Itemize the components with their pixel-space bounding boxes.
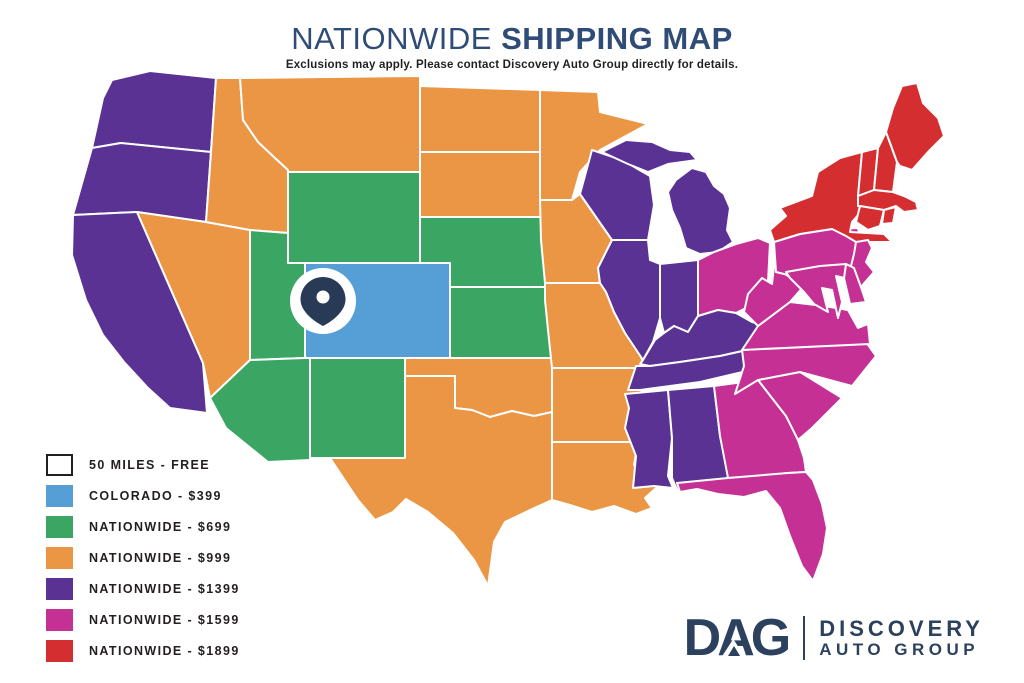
state-md	[785, 263, 847, 319]
dag-logo-text: DAG	[683, 609, 792, 667]
legend-swatch	[46, 639, 73, 662]
state-mi_up	[601, 139, 698, 173]
logo-wordmark: DISCOVERY AUTO GROUP	[819, 617, 984, 659]
mountain-peak-icon	[728, 646, 741, 656]
legend-label: NATIONWIDE - $999	[89, 550, 232, 565]
logo-name-line1: DISCOVERY	[819, 616, 984, 641]
state-tx	[329, 375, 553, 587]
legend-label: NATIONWIDE - $1399	[89, 581, 240, 596]
logo-divider	[803, 616, 806, 660]
legend-item: NATIONWIDE - $1899	[46, 635, 240, 666]
state-in	[659, 259, 699, 334]
legend-label: NATIONWIDE - $699	[89, 519, 232, 534]
state-ct	[855, 205, 885, 231]
state-ri	[881, 206, 897, 225]
state-wa	[91, 70, 217, 153]
location-pin-hole	[316, 290, 330, 304]
logo-name-line2: AUTO GROUP	[819, 640, 980, 659]
page-subtitle: Exclusions may apply. Please contact Dis…	[285, 59, 739, 71]
legend-item: NATIONWIDE - $1599	[46, 604, 240, 635]
legend-item: 50 MILES - FREE	[46, 449, 240, 480]
page-title-regular: NATIONWIDE	[291, 21, 492, 56]
state-ny	[769, 151, 893, 243]
state-or	[72, 142, 212, 223]
state-sc	[757, 371, 843, 441]
dag-logo: DAG DISCOVERY AUTO GROUP	[684, 612, 984, 664]
state-mi	[667, 167, 734, 255]
state-nd	[419, 85, 541, 153]
state-wy	[287, 171, 421, 264]
legend-swatch	[46, 577, 73, 600]
state-ks	[449, 286, 553, 359]
legend-item: NATIONWIDE - $999	[46, 542, 240, 573]
state-sd	[419, 151, 547, 218]
legend-swatch	[46, 453, 73, 476]
dag-logo-mark: DAG	[684, 612, 792, 664]
state-nm	[309, 357, 406, 459]
legend-item: NATIONWIDE - $1399	[46, 573, 240, 604]
state-fl	[676, 471, 828, 582]
legend-item: NATIONWIDE - $699	[46, 511, 240, 542]
legend-item: COLORADO - $399	[46, 480, 240, 511]
page-title-bold: SHIPPING MAP	[501, 21, 733, 56]
state-az	[209, 357, 311, 463]
legend-label: 50 MILES - FREE	[89, 457, 211, 472]
state-me	[885, 82, 945, 171]
header: NATIONWIDE SHIPPING MAP Exclusions may a…	[0, 22, 1024, 72]
legend-label: NATIONWIDE - $1599	[89, 612, 240, 627]
legend-swatch	[46, 515, 73, 538]
legend-label: NATIONWIDE - $1899	[89, 643, 240, 658]
state-nc	[734, 341, 877, 395]
legend-swatch	[46, 608, 73, 631]
legend-swatch	[46, 484, 73, 507]
legend-label: COLORADO - $399	[89, 488, 222, 503]
legend: 50 MILES - FREE COLORADO - $399 NATIONWIDE…	[46, 449, 240, 666]
legend-swatch	[46, 546, 73, 569]
page-title: NATIONWIDE SHIPPING MAP	[0, 22, 1024, 56]
